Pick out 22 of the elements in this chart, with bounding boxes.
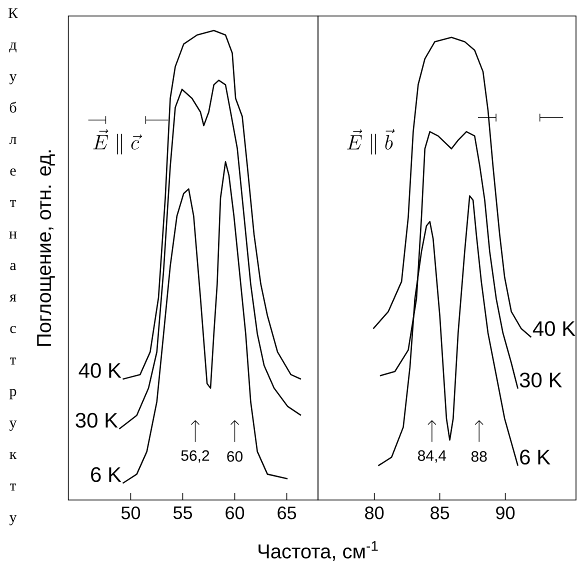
annotation: $\vec{E}\parallel\vec{b}$: [347, 129, 395, 155]
series-label: 40 K: [532, 321, 576, 336]
series-label: 30 K: [76, 412, 118, 428]
y-axis-title: Поглощение, отн. ед.: [37, 150, 55, 346]
x-tick-label: 90: [496, 506, 515, 520]
series-label: 6 K: [520, 450, 550, 465]
annotation: $\vec{E}\parallel\vec{c}$: [93, 129, 142, 154]
annotation: 88: [471, 451, 487, 462]
series-label: 40 K: [78, 363, 122, 378]
x-tick-label: 60: [226, 506, 244, 520]
series-label: 30 K: [520, 372, 562, 388]
x-tick-label: 85: [430, 506, 450, 520]
annotation: 60: [227, 451, 243, 462]
x-tick-label: 80: [365, 506, 384, 520]
text: Кдублетнаяструкту: [8, 8, 18, 526]
x-tick-label: 65: [278, 506, 296, 520]
annotation: 56,2: [181, 450, 210, 463]
annotation: 84,4: [418, 450, 446, 463]
x-tick-label: 55: [173, 506, 192, 520]
x-tick-label: 50: [121, 506, 140, 520]
x-axis-title: Частота, см$^{-1}$: [258, 541, 378, 561]
series-label: 6 K: [91, 467, 122, 482]
